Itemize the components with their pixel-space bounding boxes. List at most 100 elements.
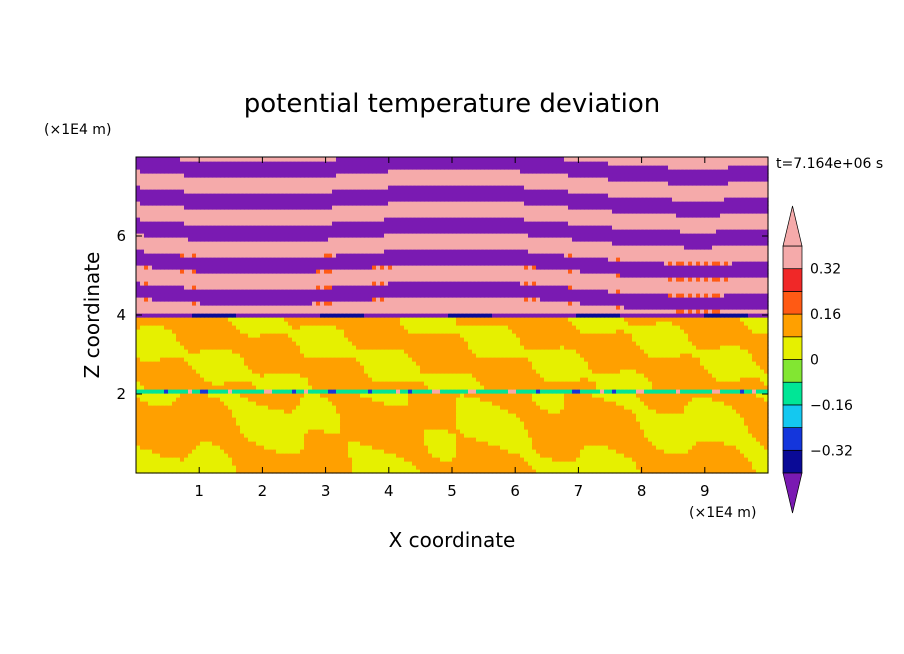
field-cell bbox=[712, 389, 717, 394]
field-cell bbox=[520, 385, 525, 390]
field-cell bbox=[736, 469, 741, 474]
field-cell bbox=[188, 461, 193, 466]
field-cell bbox=[640, 445, 645, 450]
field-cell bbox=[684, 437, 689, 442]
field-cell bbox=[492, 357, 497, 362]
field-cell bbox=[652, 469, 657, 474]
field-cell bbox=[416, 369, 421, 374]
field-cell bbox=[604, 449, 609, 454]
field-cell bbox=[420, 365, 425, 370]
field-cell bbox=[444, 393, 449, 398]
field-cell bbox=[704, 421, 709, 426]
field-cell bbox=[596, 465, 601, 470]
field-cell bbox=[524, 409, 529, 414]
field-cell bbox=[608, 441, 613, 446]
field-cell bbox=[752, 377, 757, 382]
field-cell bbox=[588, 397, 593, 402]
field-cell bbox=[540, 357, 545, 362]
field-cell bbox=[332, 449, 337, 454]
field-cell bbox=[400, 449, 405, 454]
field-cell bbox=[348, 421, 353, 426]
field-cell bbox=[248, 345, 253, 350]
field-cell bbox=[652, 465, 657, 470]
field-cell bbox=[408, 373, 413, 378]
field-cell bbox=[612, 429, 617, 434]
field-cell bbox=[392, 421, 397, 426]
field-cell bbox=[224, 381, 229, 386]
field-cell bbox=[652, 453, 657, 458]
field-cell bbox=[372, 425, 377, 430]
field-cell bbox=[644, 433, 649, 438]
field-cell bbox=[732, 397, 737, 402]
field-cell bbox=[164, 441, 169, 446]
field-cell bbox=[584, 357, 589, 362]
field-cell bbox=[532, 441, 537, 446]
field-cell bbox=[304, 461, 309, 466]
field-cell bbox=[252, 349, 257, 354]
field-cell bbox=[632, 377, 637, 382]
field-cell bbox=[208, 425, 213, 430]
field-cell bbox=[524, 461, 529, 466]
field-cell bbox=[432, 409, 437, 414]
field-cell bbox=[324, 425, 329, 430]
field-cell bbox=[288, 453, 293, 458]
field-cell bbox=[696, 401, 701, 406]
field-cell bbox=[756, 393, 761, 398]
field-cell bbox=[272, 401, 277, 406]
field-cell bbox=[368, 373, 373, 378]
field-cell bbox=[684, 433, 689, 438]
field-cell bbox=[152, 385, 157, 390]
field-cell bbox=[456, 457, 461, 462]
field-cell bbox=[696, 445, 701, 450]
field-cell bbox=[516, 453, 521, 458]
field-cell bbox=[256, 457, 261, 462]
field-cell bbox=[232, 369, 237, 374]
field-cell bbox=[272, 349, 277, 354]
field-cell bbox=[588, 409, 593, 414]
field-cell bbox=[152, 381, 157, 386]
field-cell bbox=[324, 445, 329, 450]
field-cell bbox=[324, 441, 329, 446]
field-cell bbox=[640, 377, 645, 382]
field-cell bbox=[736, 389, 741, 394]
field-cell bbox=[532, 377, 537, 382]
field-cell bbox=[256, 465, 261, 470]
field-cell bbox=[480, 421, 485, 426]
field-cell bbox=[580, 421, 585, 426]
field-cell bbox=[264, 437, 269, 442]
field-cell bbox=[280, 377, 285, 382]
field-cell bbox=[336, 457, 341, 462]
field-cell bbox=[684, 381, 689, 386]
field-cell bbox=[496, 425, 501, 430]
field-cell bbox=[268, 445, 273, 450]
field-cell bbox=[688, 357, 693, 362]
field-cell bbox=[176, 377, 181, 382]
field-cell bbox=[156, 401, 161, 406]
field-cell bbox=[432, 349, 437, 354]
field-cell bbox=[668, 361, 673, 366]
field-cell bbox=[156, 425, 161, 430]
field-cell bbox=[252, 409, 257, 414]
field-cell bbox=[352, 413, 357, 418]
field-cell bbox=[592, 389, 597, 394]
field-cell bbox=[236, 365, 241, 370]
field-cell bbox=[408, 445, 413, 450]
field-cell bbox=[300, 393, 305, 398]
field-cell bbox=[396, 453, 401, 458]
field-cell bbox=[412, 385, 417, 390]
field-cell bbox=[388, 349, 393, 354]
field-cell bbox=[664, 445, 669, 450]
field-cell bbox=[148, 425, 153, 430]
field-cell bbox=[156, 465, 161, 470]
field-cell bbox=[556, 393, 561, 398]
field-cell bbox=[596, 393, 601, 398]
field-cell bbox=[236, 349, 241, 354]
field-cell bbox=[288, 357, 293, 362]
field-cell bbox=[752, 461, 757, 466]
field-cell bbox=[732, 377, 737, 382]
field-cell bbox=[464, 397, 469, 402]
field-cell bbox=[344, 469, 349, 474]
field-cell bbox=[528, 437, 533, 442]
field-cell bbox=[364, 381, 369, 386]
field-cell bbox=[144, 389, 149, 394]
